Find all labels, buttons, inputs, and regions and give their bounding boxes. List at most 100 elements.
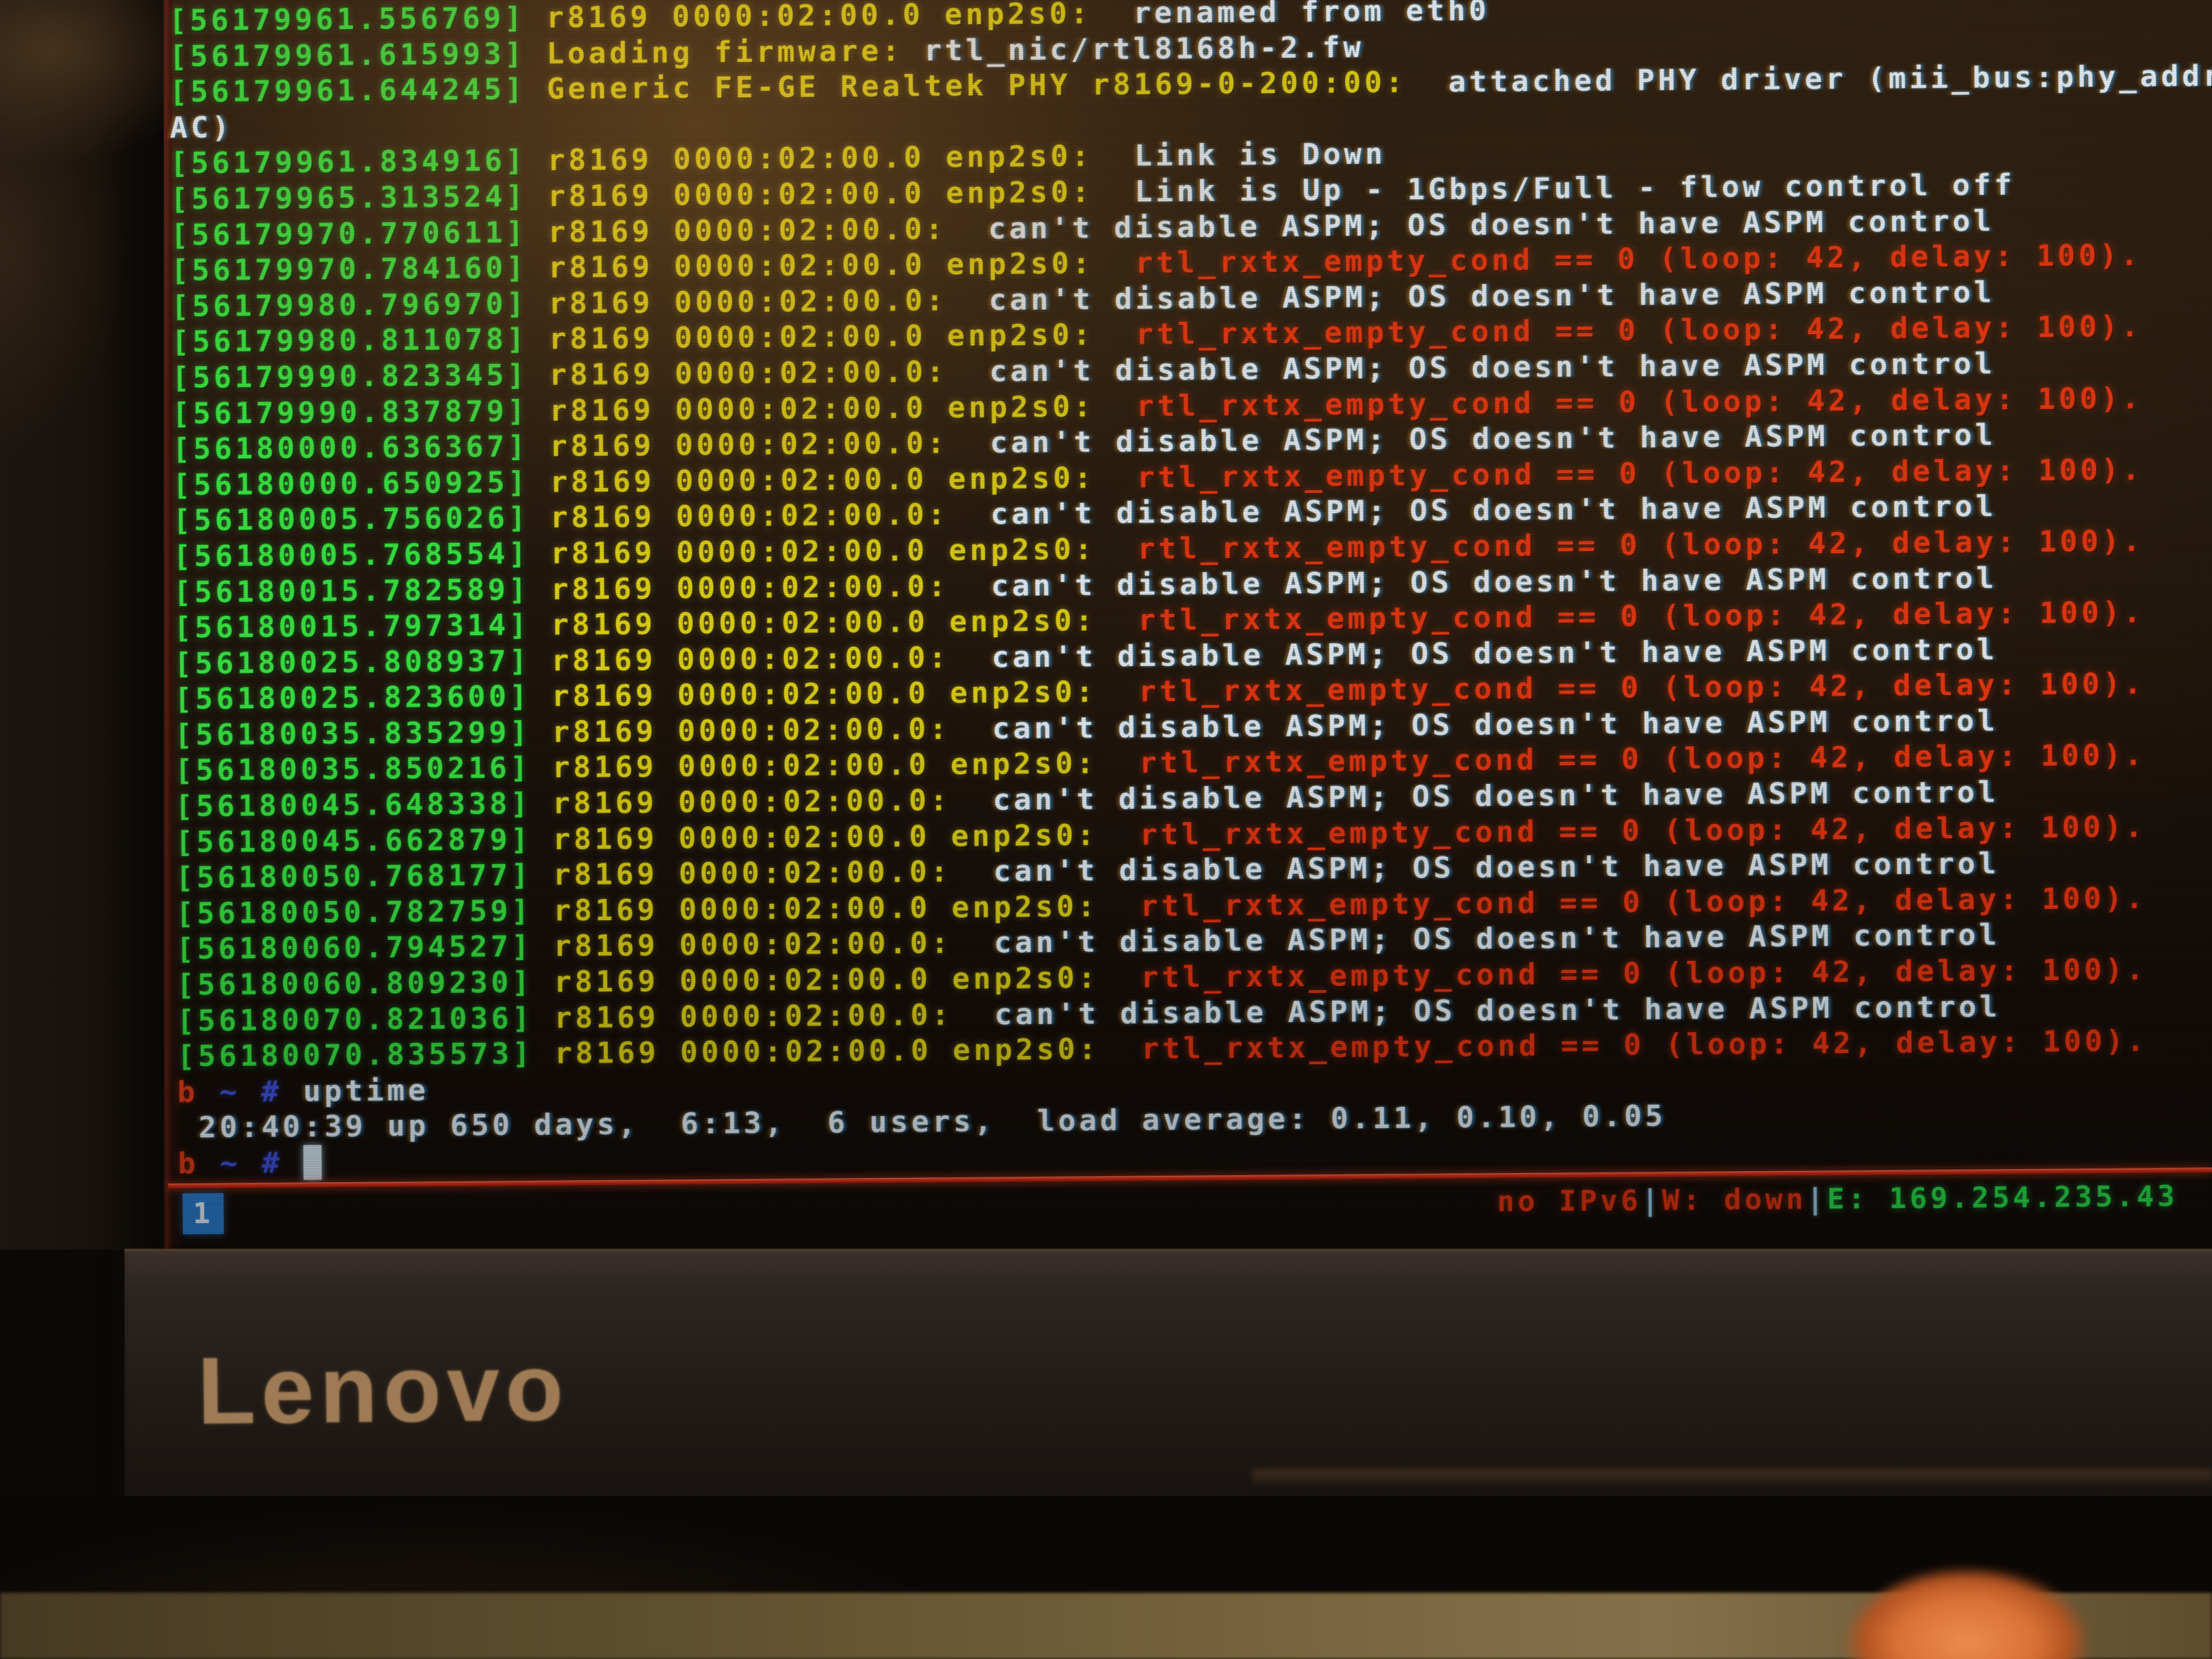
screen-edge-glow bbox=[164, 0, 172, 1249]
console-text-segment: [56180035.835299] bbox=[174, 715, 552, 753]
console-text-segment: [56180050.768177] bbox=[175, 858, 554, 895]
console-text-segment: r8169 0000:02:00.0: bbox=[547, 212, 947, 249]
console-text-segment: can't disable ASPM; OS doesn't have ASPM… bbox=[947, 418, 1996, 461]
console-text-segment: rtl_rxtx_empty_cond == 0 (loop: 42, dela… bbox=[1093, 238, 2142, 281]
screen-content: [56179961.556769] r8169 0000:02:00.0 enp… bbox=[164, 0, 2212, 1249]
console-text-segment: Generic FE-GE Realtek PHY r8169-0-200:00… bbox=[546, 65, 1407, 106]
console-text-segment: r8169 0000:02:00.0: bbox=[551, 640, 950, 678]
console-text-segment: can't disable ASPM; OS doesn't have ASPM… bbox=[951, 847, 2000, 889]
status-segment: no IPv6 bbox=[1496, 1184, 1642, 1219]
console-text-segment: rtl_rxtx_empty_cond == 0 (loop: 42, dela… bbox=[1094, 381, 2143, 424]
console-text-segment: ~ # bbox=[199, 1146, 304, 1181]
room-background bbox=[0, 0, 166, 1250]
console-text-segment: renamed from eth0 bbox=[1091, 0, 1490, 31]
console-text-segment: r8169 0000:02:00.0 enp2s0: bbox=[551, 675, 1097, 714]
console-text-segment: rtl_rxtx_empty_cond == 0 (loop: 42, dela… bbox=[1097, 810, 2146, 852]
console-text-segment: r8169 0000:02:00.0 enp2s0: bbox=[549, 318, 1094, 357]
console-text-segment: [56179970.770611] bbox=[170, 215, 549, 252]
console-text-segment: [56179990.823345] bbox=[171, 358, 550, 395]
console-text-segment: Link is Up - 1Gbps/Full - flow control o… bbox=[1092, 168, 2016, 210]
status-segment: | bbox=[1641, 1184, 1662, 1218]
console-text-segment: r8169 0000:02:00.0: bbox=[552, 784, 951, 821]
console-text-segment: [56180045.662879] bbox=[175, 822, 553, 859]
console-text-segment: rtl_rxtx_empty_cond == 0 (loop: 42, dela… bbox=[1095, 596, 2145, 638]
console-text-segment: r8169 0000:02:00.0 enp2s0: bbox=[553, 889, 1099, 928]
console-text-segment: [56180070.835573] bbox=[176, 1036, 555, 1074]
status-segment: | bbox=[1806, 1182, 1828, 1216]
console-text-segment: Link is Down bbox=[1092, 137, 1386, 174]
console-text-segment: can't disable ASPM; OS doesn't have ASPM… bbox=[950, 704, 1999, 746]
console-text-segment: can't disable ASPM; OS doesn't have ASPM… bbox=[952, 989, 2001, 1032]
console-text-segment: [56180045.648338] bbox=[175, 786, 553, 824]
console-text-segment: [56180015.782589] bbox=[173, 572, 551, 609]
console-text-segment: r8169 0000:02:00.0: bbox=[549, 426, 948, 463]
console-text-segment: [56179961.556769] bbox=[169, 1, 547, 38]
console-text-segment: [56180050.782759] bbox=[175, 894, 554, 931]
console-text-segment: [56179961.615993] bbox=[169, 36, 547, 74]
console-text-segment: r8169 0000:02:00.0 enp2s0: bbox=[549, 389, 1095, 428]
console-text-segment: can't disable ASPM; OS doesn't have ASPM… bbox=[949, 632, 1998, 675]
console-text-segment: r8169 0000:02:00.0 enp2s0: bbox=[546, 0, 1092, 35]
console-text-segment: [56179965.313524] bbox=[170, 179, 548, 217]
console-text-segment: b bbox=[177, 1075, 199, 1109]
statusbar-network-status: no IPv6|W: down|E: 169.254.235.43 bbox=[1497, 1175, 2178, 1224]
console-text-segment: rtl_nic/rtl8168h-2.fw bbox=[924, 30, 1364, 68]
console-text-segment: ~ # bbox=[198, 1074, 304, 1109]
desk-area bbox=[0, 1496, 2212, 1659]
console-text-segment: r8169 0000:02:00.0 enp2s0: bbox=[554, 1032, 1100, 1071]
console-text-segment: r8169 0000:02:00.0 enp2s0: bbox=[554, 961, 1099, 999]
console-text-segment: r8169 0000:02:00.0: bbox=[550, 498, 949, 535]
console-text-segment: [56180070.821036] bbox=[176, 1001, 555, 1038]
console-text-segment: r8169 0000:02:00.0 enp2s0: bbox=[550, 532, 1096, 571]
console-text-segment: [56180025.823600] bbox=[174, 680, 552, 717]
monitor-bezel: Lenovo bbox=[91, 1249, 2212, 1500]
console-text-segment: can't disable ASPM; OS doesn't have ASPM… bbox=[952, 918, 2000, 961]
console-output: [56179961.556769] r8169 0000:02:00.0 enp… bbox=[169, 0, 2212, 1182]
console-text-segment: can't disable ASPM; OS doesn't have ASPM… bbox=[948, 561, 1997, 603]
console-text-segment: r8169 0000:02:00.0 enp2s0: bbox=[552, 818, 1098, 857]
console-text-segment: r8169 0000:02:00.0: bbox=[548, 283, 947, 321]
console-text-segment: r8169 0000:02:00.0 enp2s0: bbox=[548, 247, 1094, 285]
console-text-segment: rtl_rxtx_empty_cond == 0 (loop: 42, dela… bbox=[1099, 1024, 2148, 1067]
console-text-segment: [56179990.837879] bbox=[171, 394, 550, 431]
console-text-segment: rtl_rxtx_empty_cond == 0 (loop: 42, dela… bbox=[1098, 953, 2147, 995]
console-text-segment: uptime bbox=[302, 1073, 429, 1109]
status-segment: W: down bbox=[1662, 1182, 1807, 1218]
console-text-segment: [56179980.796970] bbox=[171, 286, 549, 324]
console-text-segment: r8169 0000:02:00.0: bbox=[554, 998, 953, 1035]
console-text-segment: [56180015.797314] bbox=[173, 608, 551, 645]
console-text-segment: can't disable ASPM; OS doesn't have ASPM… bbox=[946, 204, 1995, 246]
console-text-segment: r8169 0000:02:00.0: bbox=[550, 569, 950, 607]
console-text-segment: r8169 0000:02:00.0 enp2s0: bbox=[547, 175, 1093, 213]
console-text-segment: r8169 0000:02:00.0: bbox=[553, 926, 952, 964]
console-text-segment: r8169 0000:02:00.0 enp2s0: bbox=[547, 139, 1093, 178]
console-text-segment: r8169 0000:02:00.0 enp2s0: bbox=[552, 747, 1098, 785]
console-text-segment: rtl_rxtx_empty_cond == 0 (loop: 42, dela… bbox=[1096, 667, 2145, 709]
console-text-segment: r8169 0000:02:00.0: bbox=[549, 355, 948, 392]
console-text-segment: rtl_rxtx_empty_cond == 0 (loop: 42, dela… bbox=[1095, 524, 2144, 566]
monitor-screen: [56179961.556769] r8169 0000:02:00.0 enp… bbox=[164, 0, 2212, 1249]
console-text-segment: b bbox=[178, 1146, 199, 1181]
console-text-segment: can't disable ASPM; OS doesn't have ASPM… bbox=[947, 347, 1996, 389]
console-text-segment: [56180035.850216] bbox=[174, 751, 552, 788]
console-text-segment: [56179961.834916] bbox=[170, 144, 548, 181]
console-text-segment: rtl_rxtx_empty_cond == 0 (loop: 42, dela… bbox=[1097, 738, 2146, 781]
console-text-segment: AC) bbox=[169, 111, 233, 145]
console-text-segment: rtl_rxtx_empty_cond == 0 (loop: 42, dela… bbox=[1098, 881, 2147, 924]
console-text-segment: can't disable ASPM; OS doesn't have ASPM… bbox=[946, 275, 1995, 317]
console-text-segment: can't disable ASPM; OS doesn't have ASPM… bbox=[950, 775, 1999, 818]
console-text-segment: r8169 0000:02:00.0: bbox=[552, 855, 952, 893]
console-text-segment: [56180005.756026] bbox=[173, 501, 551, 538]
console-text-segment: [56180000.650925] bbox=[172, 465, 550, 502]
console-text-segment: [56180025.808937] bbox=[174, 644, 552, 681]
console-text-segment: [56180060.794527] bbox=[176, 930, 554, 967]
console-text-segment: Loading firmware: bbox=[546, 34, 924, 71]
console-text-segment: r8169 0000:02:00.0 enp2s0: bbox=[551, 604, 1097, 642]
lenovo-logo: Lenovo bbox=[197, 1334, 570, 1444]
terminal-cursor[interactable]: █ bbox=[303, 1146, 325, 1180]
console-text-segment: can't disable ASPM; OS doesn't have ASPM… bbox=[948, 489, 1997, 532]
statusbar-window-number[interactable]: 1 bbox=[182, 1193, 224, 1235]
console-text-segment: [56180060.809230] bbox=[176, 965, 554, 1003]
console-text-segment: [56180000.636367] bbox=[172, 429, 550, 467]
